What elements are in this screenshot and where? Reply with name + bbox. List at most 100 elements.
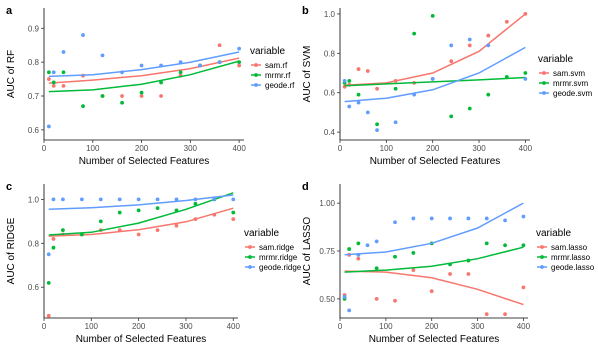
data-point (393, 86, 398, 91)
data-point (504, 19, 509, 24)
data-point (136, 197, 141, 202)
data-point (98, 219, 103, 224)
x-tick-label: 400 (232, 144, 246, 153)
series-geode (342, 37, 528, 133)
data-point (430, 13, 435, 18)
series-mrmr (46, 192, 236, 285)
legend-title: variable (250, 46, 285, 57)
data-point (342, 295, 347, 299)
data-point (117, 197, 122, 202)
data-point (61, 228, 65, 233)
data-point (484, 241, 489, 246)
data-point (356, 67, 361, 71)
x-tick-label: 200 (426, 144, 440, 153)
data-point (46, 252, 51, 257)
data-point (51, 80, 56, 85)
data-point (198, 63, 202, 68)
data-point (411, 216, 416, 221)
x-tick-label: 100 (379, 322, 393, 331)
data-point (374, 296, 379, 301)
data-point (231, 217, 236, 222)
data-point (237, 46, 242, 51)
legend-label: sam.lasso (551, 243, 588, 252)
data-point (411, 251, 416, 255)
fit-line (48, 57, 240, 84)
legend-key-point (248, 245, 252, 249)
data-point (393, 298, 397, 303)
legend-key-point (248, 265, 252, 269)
y-axis-title: AUC of SVM (302, 46, 313, 103)
data-point (365, 110, 370, 115)
data-point (393, 120, 398, 125)
fit-line (48, 207, 234, 237)
data-point (356, 241, 361, 246)
x-tick-label: 300 (184, 144, 198, 153)
data-point (503, 243, 507, 248)
x-tick-label: 100 (380, 144, 394, 153)
legend-label: geode.svm (553, 89, 592, 98)
fit-line (344, 246, 524, 273)
data-point (484, 216, 489, 221)
y-tick-label: 0.6 (28, 126, 40, 135)
data-point (136, 232, 141, 237)
data-point (100, 94, 105, 98)
data-point (412, 31, 417, 36)
series-mrmr (342, 241, 526, 301)
x-tick-label: 100 (85, 322, 99, 331)
fit-line (344, 46, 526, 103)
y-tick-label: 0.75 (319, 247, 335, 256)
legend-label: mrmr.rf (265, 71, 291, 80)
fit-line (344, 76, 526, 87)
data-point (174, 223, 179, 228)
data-point (139, 94, 144, 98)
series-geode (342, 202, 526, 313)
data-point (356, 100, 361, 105)
y-axis-title: AUC of RIDGE (6, 217, 17, 284)
x-tick-label: 0 (42, 144, 47, 153)
data-point (117, 210, 122, 215)
data-point (466, 272, 471, 276)
x-axis-title: Number of Selected Features (369, 334, 500, 345)
data-point (521, 285, 526, 290)
legend-key-point (248, 255, 252, 259)
y-tick-label: 0.6 (324, 89, 336, 98)
legend-label: geode.ridge (259, 263, 302, 272)
data-point (155, 197, 160, 202)
data-point (521, 243, 526, 248)
data-point (375, 122, 379, 127)
x-tick-label: 300 (179, 322, 193, 331)
x-tick-label: 0 (338, 322, 343, 331)
data-point (375, 86, 379, 91)
data-point (486, 43, 491, 48)
data-point (467, 43, 472, 48)
x-axis-title: Number of Selected Features (370, 156, 501, 167)
series-mrmr (46, 60, 242, 109)
data-point (61, 70, 66, 75)
data-point (98, 197, 103, 202)
data-point (448, 272, 452, 276)
data-point (356, 92, 361, 97)
legend-key-point (254, 63, 258, 67)
fit-line (344, 270, 524, 306)
fit-line (48, 194, 234, 211)
x-tick-label: 400 (227, 322, 241, 331)
data-point (429, 216, 434, 221)
legend-label: sam.rf (265, 61, 288, 70)
data-point (178, 70, 183, 75)
data-point (523, 71, 528, 75)
data-point (237, 63, 242, 68)
data-point (81, 33, 85, 37)
data-point (449, 59, 454, 64)
legend-key-point (540, 265, 544, 269)
data-point (61, 197, 65, 202)
series-sam (342, 252, 526, 317)
data-point (61, 50, 66, 54)
fit-line (48, 51, 240, 78)
data-point (139, 63, 144, 68)
data-point (51, 245, 56, 250)
y-tick-label: 0.6 (28, 283, 40, 292)
data-point (174, 197, 179, 202)
fit-line (344, 13, 526, 86)
